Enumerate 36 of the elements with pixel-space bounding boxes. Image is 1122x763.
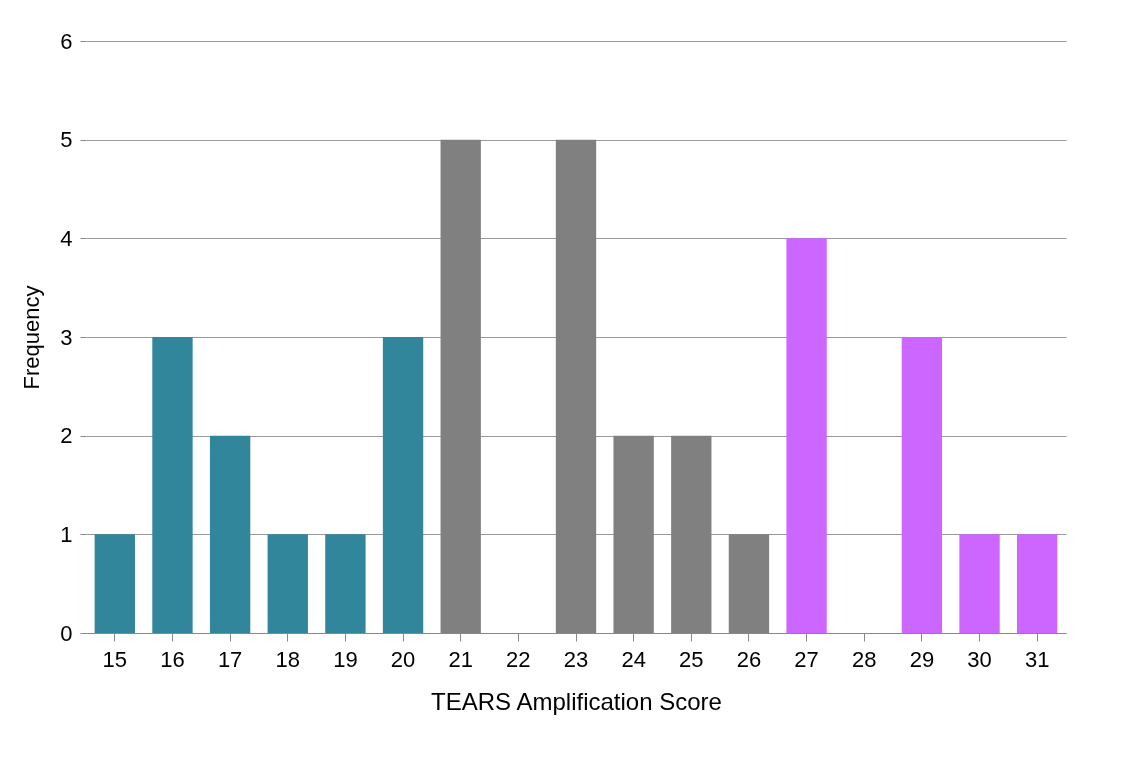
x-tick-label: 18 xyxy=(275,646,301,672)
x-tick-label: 24 xyxy=(621,646,646,672)
y-tick-label: 5 xyxy=(60,127,73,153)
x-tick-label: 27 xyxy=(794,646,819,672)
bar xyxy=(959,534,1000,633)
x-tick-label: 16 xyxy=(160,646,185,672)
x-tick-label: 19 xyxy=(333,646,358,672)
bar xyxy=(1017,534,1058,633)
x-tick-label: 21 xyxy=(448,646,473,672)
bar xyxy=(267,534,308,633)
y-tick-label: 3 xyxy=(60,324,73,350)
x-tick-label: 28 xyxy=(851,646,877,672)
bar xyxy=(209,435,251,633)
bar xyxy=(382,337,424,633)
y-tick-label: 1 xyxy=(60,521,73,547)
y-tick-label: 0 xyxy=(60,620,73,646)
x-tick-label: 26 xyxy=(736,646,762,672)
x-tick-label: 31 xyxy=(1024,646,1050,672)
y-tick-label: 2 xyxy=(60,423,73,449)
bar xyxy=(152,337,193,633)
y-tick-label: 4 xyxy=(60,225,73,251)
x-tick-label: 15 xyxy=(102,646,128,672)
x-tick-label: 23 xyxy=(563,646,589,672)
x-axis-title: TEARS Amplification Score xyxy=(431,687,722,715)
bar xyxy=(901,337,943,633)
x-tick-label: 22 xyxy=(506,646,531,672)
bar xyxy=(94,534,135,633)
x-tick-label: 30 xyxy=(967,646,992,672)
x-tick-label: 20 xyxy=(390,646,416,672)
x-tick-label: 17 xyxy=(217,646,243,672)
x-tick-label: 29 xyxy=(909,646,935,672)
bar xyxy=(786,238,827,633)
bar xyxy=(325,534,366,633)
y-tick-label: 6 xyxy=(60,28,73,54)
x-tick-label: 25 xyxy=(679,646,704,672)
y-axis-title: Frequency xyxy=(19,285,45,390)
